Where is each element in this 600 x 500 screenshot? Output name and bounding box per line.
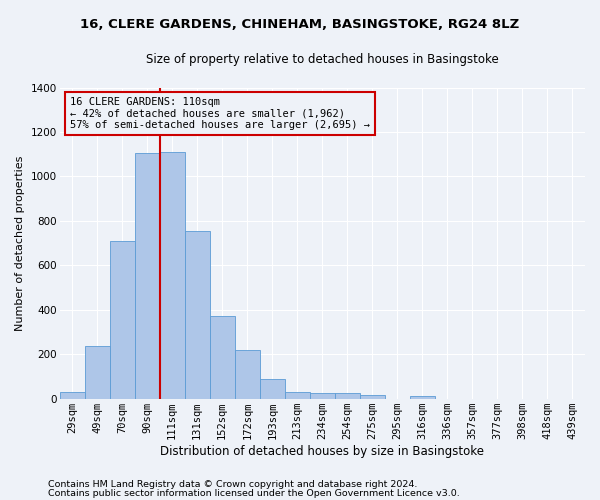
Bar — [85, 346, 110, 399]
Title: Size of property relative to detached houses in Basingstoke: Size of property relative to detached ho… — [146, 52, 499, 66]
Bar — [235, 350, 260, 399]
Y-axis label: Number of detached properties: Number of detached properties — [15, 156, 25, 331]
Text: 16, CLERE GARDENS, CHINEHAM, BASINGSTOKE, RG24 8LZ: 16, CLERE GARDENS, CHINEHAM, BASINGSTOKE… — [80, 18, 520, 30]
Bar — [335, 393, 360, 398]
Bar — [110, 241, 134, 398]
Bar — [410, 396, 435, 398]
Text: Contains HM Land Registry data © Crown copyright and database right 2024.: Contains HM Land Registry data © Crown c… — [48, 480, 418, 489]
Bar — [285, 392, 310, 398]
Bar — [360, 396, 385, 398]
Bar — [210, 316, 235, 398]
Text: 16 CLERE GARDENS: 110sqm
← 42% of detached houses are smaller (1,962)
57% of sem: 16 CLERE GARDENS: 110sqm ← 42% of detach… — [70, 97, 370, 130]
Bar — [160, 152, 185, 398]
Bar — [59, 392, 85, 398]
X-axis label: Distribution of detached houses by size in Basingstoke: Distribution of detached houses by size … — [160, 444, 484, 458]
Bar — [260, 378, 285, 398]
Text: Contains public sector information licensed under the Open Government Licence v3: Contains public sector information licen… — [48, 488, 460, 498]
Bar — [185, 231, 210, 398]
Bar — [310, 393, 335, 398]
Bar — [134, 153, 160, 398]
